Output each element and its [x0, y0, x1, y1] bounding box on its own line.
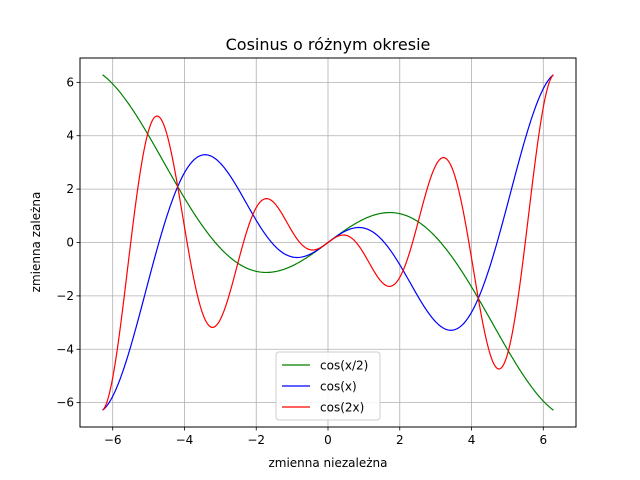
- legend-label: cos(x/2): [320, 359, 368, 373]
- x-tick-label: −6: [104, 433, 122, 447]
- y-tick-label: 0: [66, 236, 74, 250]
- chart-title: Cosinus o różnym okresie: [226, 35, 431, 54]
- x-tick-label: 4: [468, 433, 476, 447]
- x-tick-label: 0: [324, 433, 332, 447]
- legend-label: cos(2x): [320, 401, 364, 415]
- x-tick-label: 2: [396, 433, 404, 447]
- y-tick-label: −6: [56, 396, 74, 410]
- x-tick-label: 6: [539, 433, 547, 447]
- x-axis-label: zmienna niezależna: [268, 456, 387, 470]
- x-tick-label: −2: [247, 433, 265, 447]
- y-tick-label: −4: [56, 342, 74, 356]
- y-tick-label: −2: [56, 289, 74, 303]
- y-tick-label: 6: [66, 75, 74, 89]
- x-tick-label: −4: [176, 433, 194, 447]
- y-tick-label: 2: [66, 182, 74, 196]
- y-tick-label: 4: [66, 129, 74, 143]
- axis-ticks: −6 −4 −2 0 2 4 6 −6 −4 −2 0 2 4 6: [56, 75, 547, 447]
- series-lines: [102, 74, 554, 411]
- legend: cos(x/2) cos(x) cos(2x): [275, 351, 381, 421]
- legend-label: cos(x): [320, 380, 357, 394]
- legend-box: [275, 351, 381, 421]
- series-line-cos(2x): [102, 74, 554, 411]
- y-axis-label: zmienna zależna: [29, 192, 43, 293]
